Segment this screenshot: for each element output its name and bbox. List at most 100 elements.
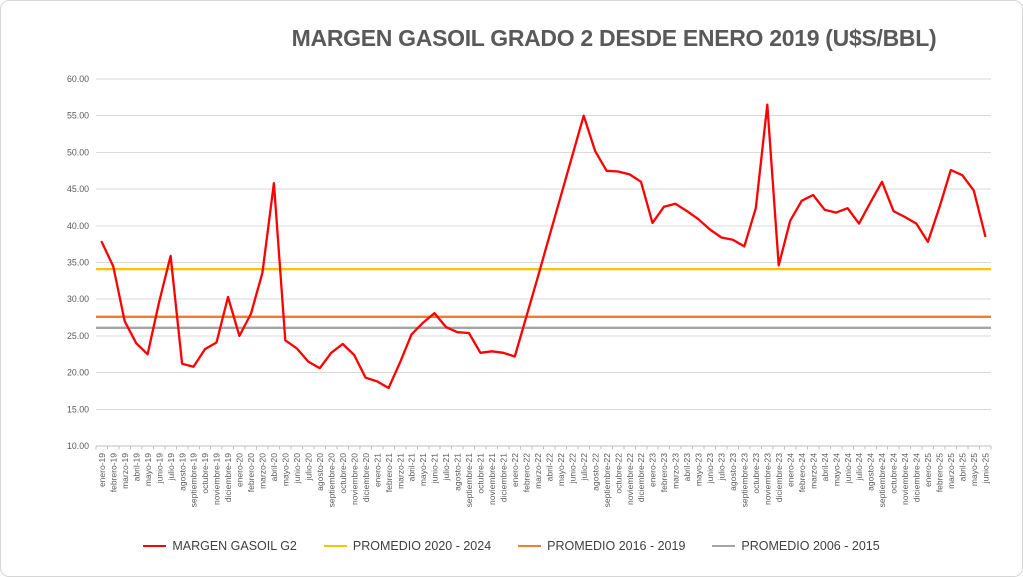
y-tick-label: 55.00	[67, 111, 89, 121]
x-tick-label: marzo-24	[808, 453, 818, 489]
chart-legend: MARGEN GASOIL G2 PROMEDIO 2020 - 2024 PR…	[1, 539, 1022, 553]
x-tick-label: agosto-21	[453, 453, 463, 491]
x-tick-label: enero-20	[235, 453, 245, 487]
x-tick-label: junio-24	[843, 453, 853, 485]
x-tick-label: marzo-19	[120, 453, 130, 489]
legend-label: PROMEDIO 2006 - 2015	[741, 539, 880, 553]
x-tick-label: octubre-24	[889, 453, 899, 494]
x-tick-label: enero-24	[785, 453, 795, 487]
x-tick-label: agosto-20	[315, 453, 325, 491]
x-tick-label: diciembre-21	[499, 453, 509, 502]
legend-label: PROMEDIO 2020 - 2024	[352, 539, 492, 553]
y-tick-label: 60.00	[67, 74, 89, 84]
x-tick-label: marzo-23	[671, 453, 681, 489]
legend-line-swatch-gray	[712, 544, 736, 548]
x-tick-label: abril-23	[682, 453, 692, 482]
x-tick-label: noviembre-21	[487, 453, 497, 505]
x-tick-label: octubre-21	[476, 453, 486, 494]
y-tick-label: 30.00	[67, 294, 89, 304]
x-tick-label: julio-23	[717, 453, 727, 482]
x-tick-label: septiembre-22	[602, 453, 612, 508]
x-tick-label: octubre-19	[200, 453, 210, 494]
y-tick-label: 50.00	[67, 147, 89, 157]
x-tick-label: mayo-25	[969, 453, 979, 486]
legend-label: MARGEN GASOIL G2	[172, 539, 297, 553]
y-tick-label: 45.00	[67, 184, 89, 194]
chart-title: MARGEN GASOIL GRADO 2 DESDE ENERO 2019 (…	[291, 25, 937, 51]
x-tick-label: marzo-22	[533, 453, 543, 489]
x-tick-label: diciembre-24	[912, 453, 922, 502]
plot-area: 60.00 55.00 50.00 45.00 40.00 35.00 30.00 25.00…	[67, 74, 992, 508]
y-tick-label: 40.00	[67, 221, 89, 231]
x-tick-label: abril-25	[958, 453, 968, 482]
y-tick-label: 10.00	[67, 441, 89, 451]
x-tick-label: diciembre-19	[223, 453, 233, 502]
data-series-line	[100, 103, 987, 390]
x-tick-label: mayo-21	[418, 453, 428, 486]
x-tick-label: noviembre-20	[349, 453, 359, 505]
x-tick-label: marzo-25	[946, 453, 956, 489]
x-tick-label: abril-20	[269, 453, 279, 482]
legend-item-promedio-2020-2024: PROMEDIO 2020 - 2024	[323, 539, 492, 553]
x-tick-label: octubre-20	[338, 453, 348, 494]
x-tick-label: febrero-20	[246, 453, 256, 492]
x-tick-label: abril-19	[131, 453, 141, 482]
x-tick-label: mayo-23	[694, 453, 704, 486]
x-tick-label: febrero-19	[108, 453, 118, 492]
x-tick-label: enero-25	[923, 453, 933, 487]
legend-label: PROMEDIO 2016 - 2019	[547, 539, 686, 553]
x-tick-label: noviembre-24	[900, 453, 910, 505]
x-tick-label: febrero-23	[659, 453, 669, 492]
x-tick-label: julio-21	[441, 453, 451, 482]
x-tick-label: junio-22	[567, 453, 577, 485]
x-tick-label: enero-23	[648, 453, 658, 487]
x-tick-label: julio-19	[166, 453, 176, 482]
x-tick-label: febrero-21	[384, 453, 394, 492]
y-tick-label: 15.00	[67, 404, 89, 414]
x-tick-label: diciembre-23	[774, 453, 784, 502]
x-tick-label: junio-19	[154, 453, 164, 485]
legend-line-swatch-orange	[518, 544, 542, 548]
x-tick-label: noviembre-19	[212, 453, 222, 505]
x-tick-label: junio-23	[705, 453, 715, 485]
x-tick-label: junio-21	[430, 453, 440, 485]
legend-line-swatch-yellow	[323, 544, 347, 548]
x-tick-label: agosto-23	[728, 453, 738, 491]
x-tick-label: enero-22	[510, 453, 520, 487]
x-tick-label: febrero-22	[521, 453, 531, 492]
x-tick-label: junio-20	[292, 453, 302, 485]
x-tick-label: diciembre-22	[636, 453, 646, 502]
x-tick-label: enero-21	[372, 453, 382, 487]
x-tick-label: julio-20	[303, 453, 313, 482]
x-tick-label: septiembre-20	[326, 453, 336, 508]
x-tick-label: enero-19	[97, 453, 107, 487]
y-tick-label: 20.00	[67, 368, 89, 378]
x-tick-label: septiembre-24	[877, 453, 887, 508]
x-tick-label: abril-22	[544, 453, 554, 482]
legend-item-promedio-2016-2019: PROMEDIO 2016 - 2019	[518, 539, 685, 553]
legend-item-margen-gasoil-g2: MARGEN GASOIL G2	[143, 539, 297, 553]
y-tick-label: 25.00	[67, 331, 89, 341]
x-tick-label: mayo-24	[831, 453, 841, 486]
x-tick-label: agosto-24	[866, 453, 876, 491]
x-tick-label: abril-24	[820, 453, 830, 482]
x-tick-label: julio-24	[854, 453, 864, 482]
x-tick-label: mayo-19	[143, 453, 153, 486]
x-tick-label: mayo-22	[556, 453, 566, 486]
x-tick-label: mayo-20	[281, 453, 291, 486]
legend-line-swatch-red	[143, 544, 167, 548]
x-tick-label: octubre-23	[751, 453, 761, 494]
x-tick-label: diciembre-20	[361, 453, 371, 502]
x-tick-label: septiembre-19	[189, 453, 199, 508]
x-tick-label: septiembre-23	[740, 453, 750, 508]
x-tick-label: octubre-22	[613, 453, 623, 494]
x-tick-label: septiembre-21	[464, 453, 474, 508]
x-tick-label: abril-21	[407, 453, 417, 482]
x-tick-label: julio-22	[579, 453, 589, 482]
x-tick-label: junio-25	[980, 453, 990, 485]
x-tick-label: febrero-25	[935, 453, 945, 492]
x-tick-label: agosto-22	[590, 453, 600, 491]
x-tick-label: noviembre-23	[762, 453, 772, 505]
x-tick-label: agosto-19	[177, 453, 187, 491]
